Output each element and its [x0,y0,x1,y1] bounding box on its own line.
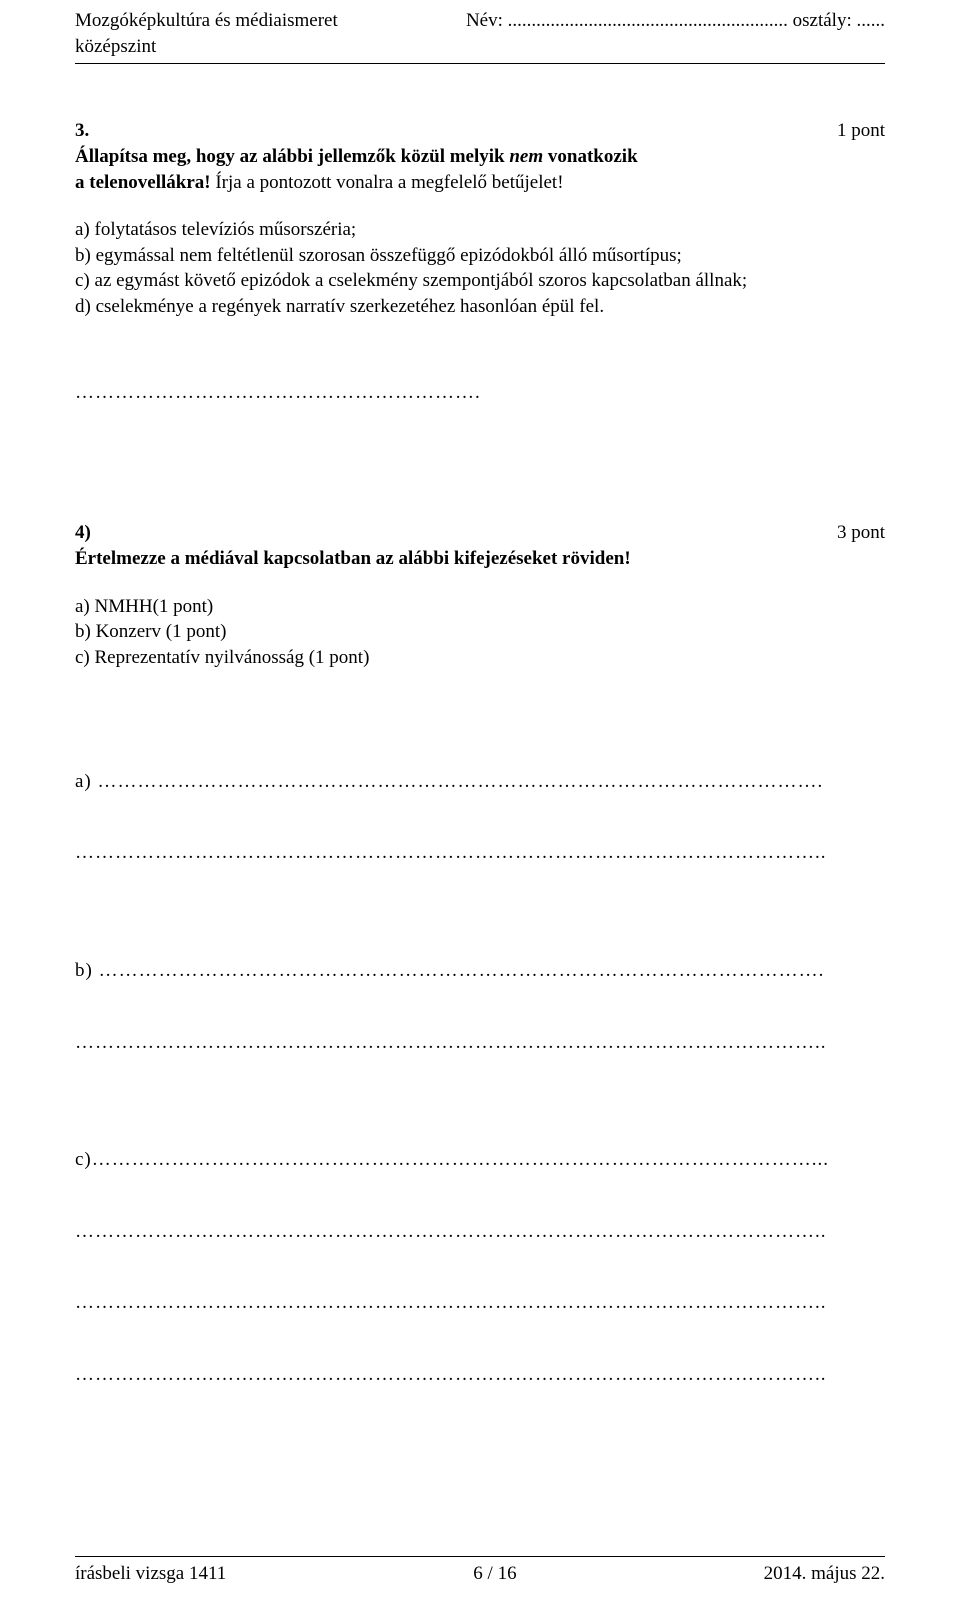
q3-prompt-line2-bold: a telenovellákra! [75,172,211,193]
page-header: Mozgóképkultúra és médiaismeret középszi… [75,8,885,59]
gap [75,1173,885,1219]
q4-prompt: Értelmezze a médiával kapcsolatban az al… [75,546,885,572]
q4-number: 4) [75,520,91,546]
q3-points: 1 pont [837,118,885,144]
q4-option-b: b) Konzerv (1 pont) [75,619,885,645]
header-left: Mozgóképkultúra és médiaismeret középszi… [75,8,338,59]
q4-prompt-text: Értelmezze a médiával kapcsolatban az al… [75,548,631,569]
footer-row: írásbeli vizsga 1411 6 / 16 2014. május … [75,1561,885,1587]
q4-points: 3 pont [837,520,885,546]
answers-block: a) ……………………………………………………………………………………………….… [75,769,885,1388]
gap [75,195,885,217]
q3-header-row: 3. 1 pont [75,118,885,144]
q3-number: 3. [75,118,89,144]
q3-prompt-em: nem [509,146,543,167]
level-label: középszint [75,34,338,60]
header-right: Név: ...................................… [466,8,885,34]
gap [75,794,885,840]
q4-block: 4) 3 pont Értelmezze a médiával kapcsola… [75,520,885,670]
page: Mozgóképkultúra és médiaismeret középszi… [0,0,960,1609]
gap [75,866,885,958]
footer-divider [75,1556,885,1557]
header-divider [75,63,885,64]
q3-answer-line[interactable]: ……………………………………………………. [75,380,885,406]
gap [75,572,885,594]
q4-option-c: c) Reprezentatív nyilvánosság (1 pont) [75,645,885,671]
answer-c-line3[interactable]: ………………………………………………………………………………………………….. [75,1290,885,1316]
footer-right: 2014. május 22. [764,1561,885,1587]
answer-a-line2[interactable]: ………………………………………………………………………………………………….. [75,840,885,866]
answer-a-line1[interactable]: a) ………………………………………………………………………………………………. [75,769,885,795]
gap [75,984,885,1030]
gap [75,1055,885,1147]
class-label: osztály: [793,10,852,31]
q3-option-d: d) cselekménye a regények narratív szerk… [75,294,885,320]
subject-title: Mozgóképkultúra és médiaismeret [75,8,338,34]
q3-prompt-line2-tail: Írja a pontozott vonalra a megfelelő bet… [211,172,564,193]
content-area: 3. 1 pont Állapítsa meg, hogy az alábbi … [75,118,885,1387]
answer-b-line2[interactable]: ………………………………………………………………………………………………….. [75,1030,885,1056]
name-label: Név: [466,10,503,31]
class-dots[interactable]: ...... [857,10,886,31]
q3-prompt-line1-a: Állapítsa meg, hogy az alábbi jellemzők … [75,146,509,167]
answer-c-line2[interactable]: ………………………………………………………………………………………………….. [75,1219,885,1245]
q4-option-a: a) NMHH(1 pont) [75,594,885,620]
answer-b-line1[interactable]: b) ………………………………………………………………………………………………. [75,958,885,984]
q4-header-row: 4) 3 pont [75,520,885,546]
answer-c-line4[interactable]: ………………………………………………………………………………………………….. [75,1362,885,1388]
gap [75,1316,885,1362]
q3-option-a: a) folytatásos televíziós műsorszéria; [75,217,885,243]
name-dots[interactable]: ........................................… [508,10,788,31]
footer-center: 6 / 16 [473,1561,516,1587]
gap [75,1244,885,1290]
answer-c-line1[interactable]: c)………………………………………………………………………………………………..… [75,1147,885,1173]
q3-option-b: b) egymással nem feltétlenül szorosan ös… [75,243,885,269]
q3-prompt-line1: Állapítsa meg, hogy az alábbi jellemzők … [75,144,885,170]
footer-left: írásbeli vizsga 1411 [75,1561,226,1587]
q3-option-c: c) az egymást követő epizódok a cselekmé… [75,268,885,294]
page-footer: írásbeli vizsga 1411 6 / 16 2014. május … [75,1556,885,1587]
q3-prompt-line1-b: vonatkozik [543,146,638,167]
q3-prompt-line2: a telenovellákra! Írja a pontozott vonal… [75,170,885,196]
